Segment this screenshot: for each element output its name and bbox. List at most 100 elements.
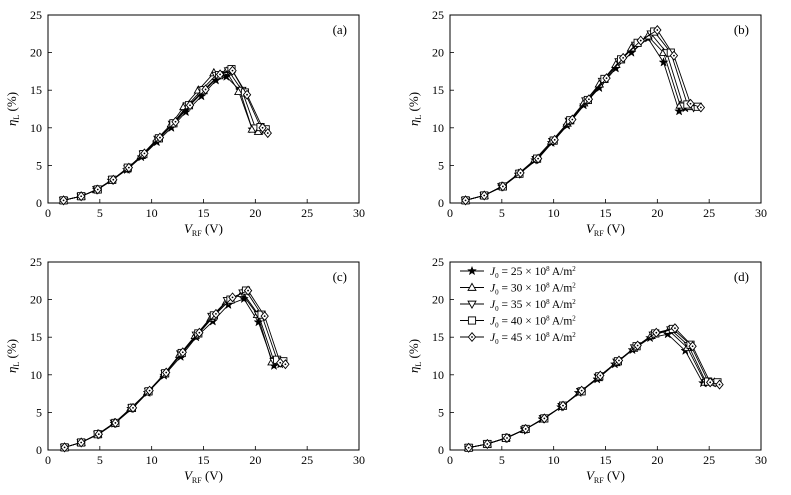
data-point-dot <box>198 331 201 334</box>
data-point-dot <box>114 422 117 424</box>
data-point-dot <box>247 289 249 292</box>
x-tick-label: 0 <box>447 453 453 467</box>
series-line <box>465 35 690 201</box>
data-point-dot <box>464 199 467 202</box>
series-line <box>468 327 720 449</box>
data-point-dot <box>96 188 99 191</box>
legend-label: J0 = 40 × 108 A/m2 <box>490 315 576 330</box>
data-point-dot <box>599 374 602 377</box>
x-tick-label: 5 <box>499 206 505 220</box>
y-axis-label: ηL (%) <box>4 339 21 373</box>
legend-marker <box>467 316 477 325</box>
data-point-dot <box>165 371 168 374</box>
data-point-dot <box>80 441 83 444</box>
y-axis-label: ηL (%) <box>4 92 21 126</box>
legend-label: J0 = 35 × 108 A/m2 <box>490 298 576 313</box>
legend-item: J0 = 35 × 108 A/m2 <box>460 298 576 313</box>
panel-label: (d) <box>734 269 749 284</box>
data-point-dot <box>691 345 694 348</box>
series-line <box>64 289 284 448</box>
data-point-dot <box>263 315 266 318</box>
y-tick-label: 10 <box>432 121 444 135</box>
y-tick-label: 5 <box>438 405 444 419</box>
data-point-dot <box>553 138 556 141</box>
series-star <box>59 293 286 452</box>
data-point-dot <box>284 363 287 366</box>
x-tick-label: 0 <box>45 453 51 467</box>
legend-item: J0 = 40 × 108 A/m2 <box>460 315 576 330</box>
series-triangle-down <box>463 326 721 453</box>
data-point-dot <box>231 69 234 72</box>
data-point-dot <box>562 404 564 407</box>
x-tick-label: 20 <box>651 206 663 220</box>
legend-marker-dot <box>471 336 473 338</box>
data-point-dot <box>580 389 583 392</box>
panel-label: (b) <box>734 22 749 37</box>
series-line <box>468 329 716 449</box>
data-point-dot <box>506 437 508 439</box>
x-tick-label: 5 <box>97 206 103 220</box>
y-tick-label: 5 <box>438 158 444 172</box>
data-point-dot <box>204 88 207 91</box>
data-point-dot <box>266 132 269 134</box>
data-point-dot <box>80 195 83 198</box>
x-tick-label: 10 <box>146 453 158 467</box>
y-tick-label: 20 <box>432 46 444 60</box>
data-point <box>253 316 264 327</box>
data-point-dot <box>571 118 574 121</box>
x-tick-label: 15 <box>198 453 210 467</box>
y-tick-label: 20 <box>30 293 42 307</box>
x-tick-label: 15 <box>600 453 612 467</box>
y-tick-label: 15 <box>30 330 42 344</box>
legend-item: J0 = 25 × 108 A/m2 <box>460 265 576 280</box>
y-tick-label: 10 <box>30 368 42 382</box>
data-point-dot <box>486 443 489 445</box>
data-point-dot <box>674 327 676 330</box>
y-axis-label: ηL (%) <box>406 339 423 373</box>
x-tick-label: 30 <box>755 206 767 220</box>
series-triangle-up <box>59 288 286 451</box>
data-point-dot <box>219 73 221 76</box>
y-axis-label: ηL (%) <box>406 92 423 126</box>
y-tick-label: 0 <box>36 196 42 210</box>
data-point-dot <box>231 296 234 299</box>
legend-label: J0 = 30 × 108 A/m2 <box>490 282 576 297</box>
series-line <box>468 333 713 449</box>
x-tick-label: 30 <box>353 206 365 220</box>
series-diamond <box>464 323 724 453</box>
x-tick-label: 10 <box>548 206 560 220</box>
data-point-dot <box>718 383 721 386</box>
data-point-dot <box>483 194 486 197</box>
series-line <box>465 30 698 201</box>
x-tick-label: 25 <box>703 453 715 467</box>
series-diamond <box>60 285 290 453</box>
data-point-dot <box>62 199 65 202</box>
series-square <box>464 324 722 452</box>
data-point-dot <box>709 381 712 384</box>
y-tick-label: 15 <box>30 83 42 97</box>
data-point-dot <box>689 102 692 105</box>
series-triangle-up <box>463 325 720 452</box>
data-point <box>674 105 685 116</box>
data-point-dot <box>655 331 658 334</box>
x-tick-label: 30 <box>755 453 767 467</box>
legend-marker <box>466 265 478 276</box>
data-point-dot <box>159 136 161 139</box>
legend-label: J0 = 25 × 108 A/m2 <box>490 265 576 280</box>
chart-panel-3: 0 5 10 15 20 25 30 0 5 10 15 20 25 VRF (V) ηL (%) (c) <box>4 255 365 485</box>
data-point <box>238 293 249 304</box>
data-point-dot <box>279 361 282 364</box>
series-line <box>465 33 694 201</box>
data-point <box>196 90 207 101</box>
x-tick-label: 30 <box>353 453 365 467</box>
y-tick-label: 5 <box>36 405 42 419</box>
data-point-dot <box>189 104 191 107</box>
data-point-dot <box>261 126 264 129</box>
plot-frame <box>449 14 762 204</box>
data-point-dot <box>656 29 659 31</box>
x-tick-label: 0 <box>45 206 51 220</box>
x-tick-label: 15 <box>600 206 612 220</box>
panel-label: (c) <box>333 269 347 284</box>
y-tick-label: 0 <box>438 196 444 210</box>
